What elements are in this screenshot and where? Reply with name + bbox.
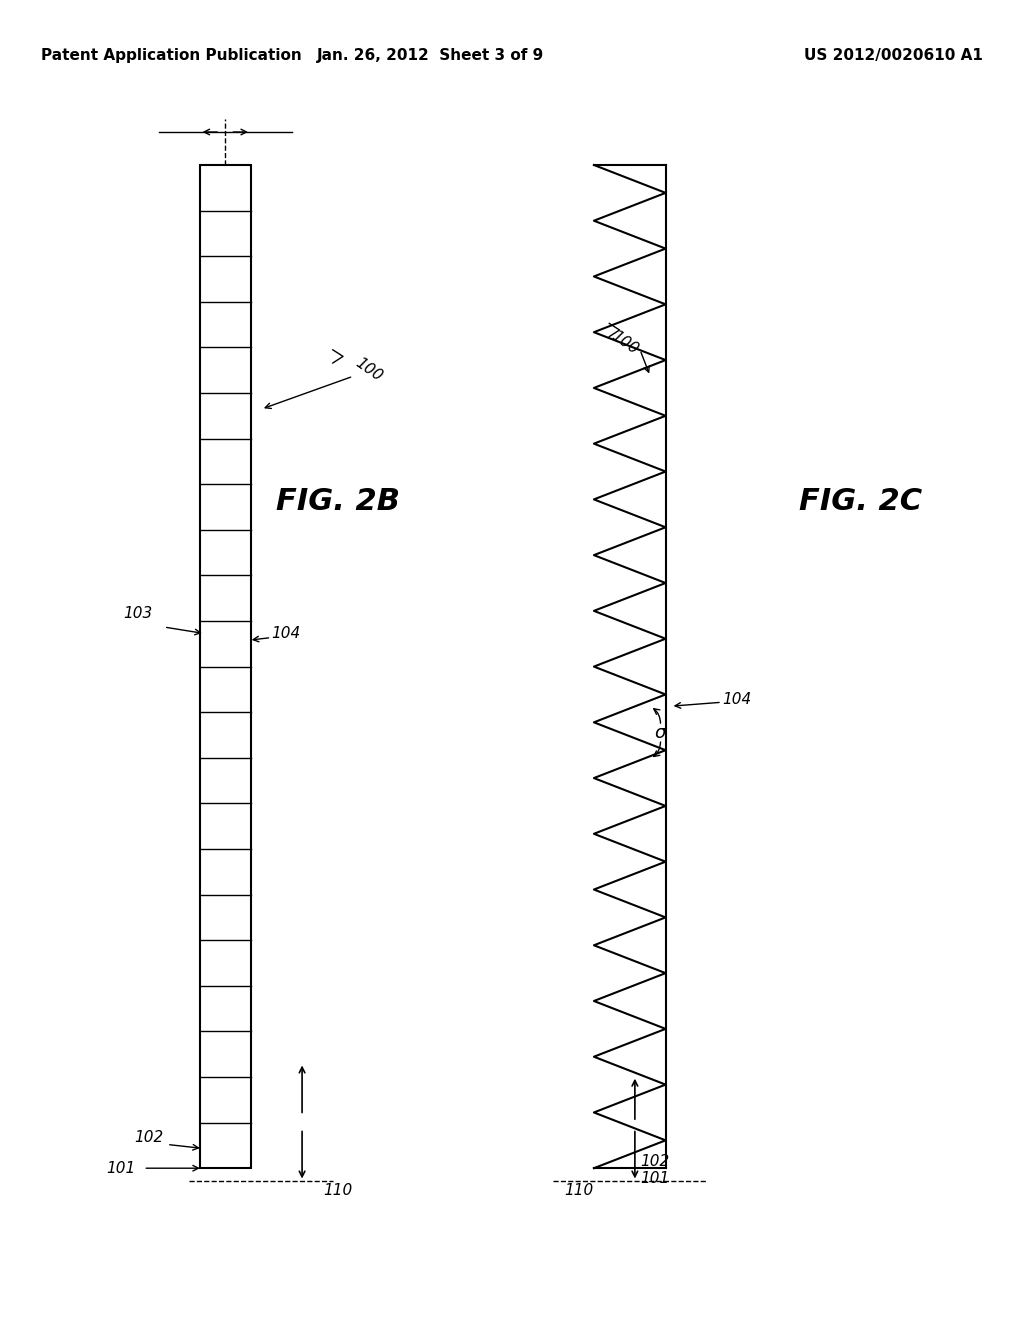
Text: 102: 102 xyxy=(640,1154,670,1170)
Text: FIG. 2B: FIG. 2B xyxy=(275,487,400,516)
Text: 101: 101 xyxy=(640,1171,670,1187)
Bar xyxy=(200,165,251,1168)
Text: 110: 110 xyxy=(564,1183,593,1199)
Text: 100: 100 xyxy=(608,329,641,358)
Text: 102: 102 xyxy=(134,1130,163,1146)
Text: $\sigma$: $\sigma$ xyxy=(653,723,668,742)
Text: 100: 100 xyxy=(352,355,385,384)
Text: 104: 104 xyxy=(271,626,301,642)
Text: 101: 101 xyxy=(106,1160,135,1176)
Text: 110: 110 xyxy=(324,1183,352,1199)
Text: FIG. 2C: FIG. 2C xyxy=(799,487,922,516)
Text: US 2012/0020610 A1: US 2012/0020610 A1 xyxy=(804,48,983,63)
Text: 104: 104 xyxy=(722,692,752,708)
Text: Patent Application Publication: Patent Application Publication xyxy=(41,48,302,63)
Text: Jan. 26, 2012  Sheet 3 of 9: Jan. 26, 2012 Sheet 3 of 9 xyxy=(316,48,544,63)
Text: 103: 103 xyxy=(124,606,153,622)
